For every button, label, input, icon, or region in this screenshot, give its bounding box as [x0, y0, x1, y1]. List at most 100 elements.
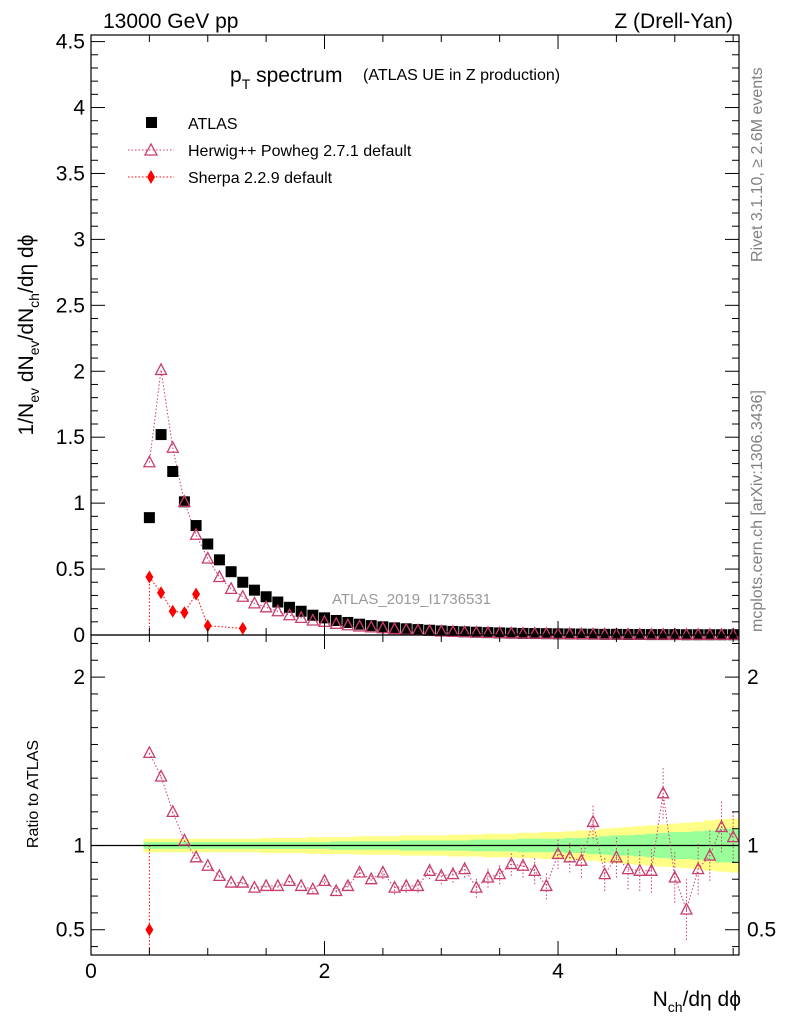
herwig-point	[574, 626, 588, 640]
herwig-point	[271, 603, 285, 617]
ratio-herwig-point	[212, 868, 227, 881]
ratio-herwig-point	[142, 745, 156, 759]
ratio-ylabel: Ratio to ATLAS	[25, 740, 42, 848]
ratio-herwig-point	[154, 769, 168, 782]
ratio-herwig-point	[609, 849, 623, 863]
atlas-point	[330, 614, 342, 626]
herwig-point	[481, 625, 495, 639]
main-ytick-label: 4	[73, 97, 85, 120]
legend-label-atlas: ATLAS	[188, 116, 238, 133]
herwig-point	[329, 616, 343, 629]
atlas-point	[587, 628, 599, 640]
ratio-herwig-point	[633, 863, 647, 876]
atlas-point	[599, 628, 611, 640]
ratio-herwig-point	[399, 878, 413, 892]
ratio-herwig-point	[458, 861, 472, 875]
herwig-point	[236, 589, 250, 602]
ratio-herwig-point	[247, 880, 262, 893]
ratio-herwig-point	[224, 875, 238, 888]
herwig-point	[212, 569, 227, 583]
ratio-herwig-point	[306, 881, 320, 895]
sherpa-line	[148, 576, 243, 629]
ratio-xtick-label: 4	[552, 960, 564, 983]
sherpa-point	[238, 621, 247, 635]
ratio-ytick-label: 1	[73, 835, 85, 858]
atlas-point	[319, 612, 331, 624]
atlas-point	[575, 628, 587, 640]
herwig-point	[528, 626, 542, 639]
herwig-point	[691, 627, 705, 640]
ratio-herwig-point	[551, 846, 565, 860]
herwig-point	[714, 627, 729, 640]
ratio-xtick-label: 2	[319, 960, 331, 983]
herwig-point	[458, 624, 472, 638]
ratio-ytick-label-right: 0.5	[747, 919, 776, 942]
atlas-point	[424, 624, 436, 636]
atlas-point	[470, 626, 482, 638]
main-ytick-label: 4.5	[56, 31, 85, 54]
ratio-herwig-point	[166, 804, 180, 817]
atlas-point	[517, 627, 529, 639]
herwig-point	[282, 607, 297, 621]
herwig-point	[539, 626, 553, 639]
ratio-herwig-point	[294, 878, 308, 892]
header-left: 13000 GeV pp	[103, 10, 238, 33]
ratio-herwig-point	[714, 819, 729, 833]
atlas-point	[447, 625, 459, 637]
legend-marker-atlas	[146, 117, 157, 128]
plot-title-note: (ATLAS UE in Z production)	[363, 67, 560, 84]
herwig-point	[294, 610, 308, 624]
ratio-herwig-point	[259, 878, 273, 892]
ratio-xtick-label: 0	[85, 960, 97, 983]
main-ytick-label: 0	[73, 624, 85, 647]
atlas-point	[213, 554, 225, 566]
main-panel: 0 0.5 1 1.5 2 2.5 3 3.5 4 4.5 pT spectrum (ATLAS …	[15, 31, 740, 647]
herwig-point	[306, 613, 320, 626]
atlas-point	[377, 621, 389, 633]
legend-label-sherpa: Sherpa 2.2.9 default	[188, 170, 333, 187]
atlas-point	[505, 627, 517, 639]
herwig-point	[446, 624, 460, 637]
atlas-point	[365, 620, 377, 632]
ratio-herwig-point	[434, 868, 448, 881]
herwig-point	[516, 626, 530, 639]
herwig-point	[166, 440, 180, 453]
atlas-point	[225, 566, 237, 578]
main-ytick-label: 1	[73, 492, 85, 515]
atlas-point	[237, 576, 249, 588]
main-ytick-label: 3	[73, 228, 85, 251]
ratio-herwig-point	[726, 829, 740, 843]
sherpa-point	[180, 606, 189, 620]
atlas-point	[202, 538, 214, 550]
ratio-herwig-point	[341, 878, 355, 892]
herwig-point	[563, 626, 577, 640]
main-ylabel: 1/Nev dNev/dNch/dη dϕ	[15, 235, 42, 436]
ratio-herwig-point	[679, 902, 694, 915]
herwig-point	[399, 622, 413, 635]
analysis-watermark: ATLAS_2019_I1736531	[332, 591, 491, 608]
atlas-point	[412, 624, 424, 636]
ratio-herwig-point	[493, 866, 507, 880]
atlas-point	[167, 465, 179, 477]
atlas-point	[155, 429, 167, 441]
ratio-herwig-point	[201, 858, 215, 871]
ratio-herwig-point	[528, 863, 542, 876]
ratio-herwig-point	[411, 878, 425, 892]
atlas-point	[482, 627, 494, 639]
legend-marker-herwig	[143, 142, 159, 156]
ratio-frame	[90, 634, 740, 956]
atlas-point	[178, 496, 190, 508]
main-ytick-label: 0.5	[56, 558, 85, 581]
ratio-herwig-point	[469, 880, 483, 893]
ratio-herwig-point	[644, 863, 659, 876]
ratio-herwig-point	[668, 870, 682, 883]
ratio-herwig-point	[586, 814, 600, 828]
ratio-herwig-point	[481, 870, 495, 883]
ratio-herwig-point	[177, 833, 191, 846]
ratio-herwig-point	[329, 883, 343, 897]
legend-marker-sherpa	[147, 170, 155, 184]
legend: ATLAS Herwig++ Powheg 2.7.1 default Sher…	[128, 116, 412, 187]
herwig-point	[621, 627, 635, 640]
herwig-point	[341, 617, 355, 631]
herwig-point	[644, 627, 659, 640]
